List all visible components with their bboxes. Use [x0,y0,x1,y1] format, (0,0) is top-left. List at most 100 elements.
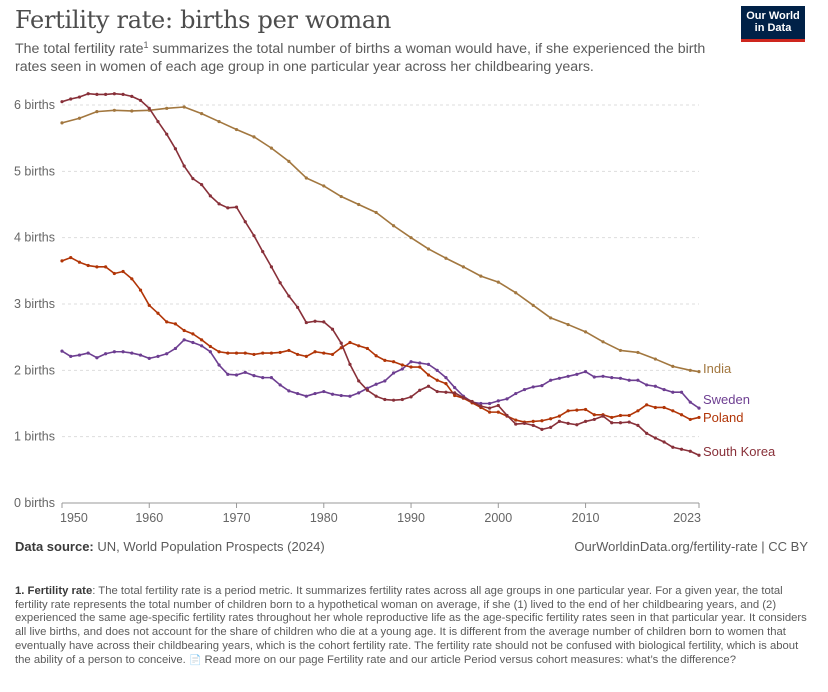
data-point-poland[interactable] [304,354,308,359]
owid-logo[interactable]: Our World in Data [741,6,805,42]
data-point-south-korea[interactable] [173,147,178,151]
data-point-south-korea[interactable] [540,427,544,431]
data-point-poland[interactable] [557,414,561,418]
data-point-poland[interactable] [104,265,108,269]
data-point-poland[interactable] [592,413,596,417]
data-point-poland[interactable] [130,277,134,281]
data-point-south-korea[interactable] [112,92,116,96]
data-point-india[interactable] [653,357,657,361]
data-point-sweden[interactable] [418,361,422,365]
data-point-south-korea[interactable] [95,92,99,96]
data-point-sweden[interactable] [383,379,387,383]
data-point-south-korea[interactable] [505,413,509,418]
data-point-sweden[interactable] [549,378,553,382]
data-point-south-korea[interactable] [313,319,317,323]
data-point-south-korea[interactable] [653,436,657,440]
data-point-poland[interactable] [679,413,684,417]
data-point-sweden[interactable] [234,373,239,377]
data-point-south-korea[interactable] [592,417,596,422]
footnote-marker[interactable]: 1 [143,40,149,50]
data-point-sweden[interactable] [592,375,596,379]
data-point-india[interactable] [409,236,413,240]
data-point-poland[interactable] [322,351,326,355]
data-point-poland[interactable] [409,365,413,369]
data-point-poland[interactable] [435,378,439,382]
data-point-south-korea[interactable] [234,205,239,209]
data-point-poland[interactable] [662,405,666,410]
data-point-sweden[interactable] [304,394,308,398]
data-point-sweden[interactable] [496,399,500,403]
data-point-south-korea[interactable] [662,440,666,444]
data-point-sweden[interactable] [610,376,614,380]
data-point-india[interactable] [479,274,483,278]
data-point-south-korea[interactable] [138,98,143,102]
data-point-south-korea[interactable] [182,164,186,168]
data-point-sweden[interactable] [540,383,544,388]
data-point-india[interactable] [688,368,692,372]
data-point-south-korea[interactable] [522,421,527,425]
data-point-india[interactable] [496,280,500,284]
data-point-india[interactable] [461,265,465,269]
data-point-south-korea[interactable] [610,421,614,425]
data-point-poland[interactable] [531,419,535,424]
data-point-poland[interactable] [60,259,64,263]
data-point-poland[interactable] [540,419,544,423]
data-point-poland[interactable] [330,352,335,357]
data-point-poland[interactable] [182,328,186,333]
data-point-sweden[interactable] [138,353,143,357]
data-point-south-korea[interactable] [549,425,553,429]
data-point-poland[interactable] [269,351,274,355]
data-point-india[interactable] [217,119,221,124]
data-point-india[interactable] [60,121,64,125]
data-point-poland[interactable] [618,413,623,418]
data-point-poland[interactable] [243,351,247,355]
data-point-sweden[interactable] [269,376,274,380]
data-point-sweden[interactable] [86,351,90,355]
data-point-poland[interactable] [575,408,579,412]
data-point-sweden[interactable] [339,393,343,398]
data-point-poland[interactable] [217,350,221,354]
data-point-poland[interactable] [138,288,143,292]
data-point-poland[interactable] [147,303,151,307]
data-point-sweden[interactable] [243,370,247,374]
data-point-sweden[interactable] [156,354,160,359]
read-more-link[interactable]: Read more on our page Fertility rate and… [201,653,736,666]
data-point-poland[interactable] [636,409,640,413]
data-point-poland[interactable] [261,351,265,355]
data-point-sweden[interactable] [618,376,623,380]
data-point-sweden[interactable] [575,372,579,376]
data-point-south-korea[interactable] [426,384,431,388]
data-point-poland[interactable] [583,407,588,412]
data-point-south-korea[interactable] [374,394,378,398]
data-point-sweden[interactable] [165,352,169,356]
data-point-sweden[interactable] [453,385,457,390]
series-label-sweden[interactable]: Sweden [703,392,750,407]
data-point-south-korea[interactable] [418,388,422,392]
data-point-south-korea[interactable] [618,421,623,425]
data-point-india[interactable] [566,322,570,327]
data-point-sweden[interactable] [278,383,282,387]
data-point-south-korea[interactable] [339,341,343,345]
data-point-south-korea[interactable] [557,419,561,424]
data-point-india[interactable] [618,348,623,353]
data-point-south-korea[interactable] [296,305,300,309]
data-point-india[interactable] [391,224,396,228]
data-point-south-korea[interactable] [444,390,448,394]
data-point-india[interactable] [514,291,518,295]
data-point-south-korea[interactable] [566,421,570,425]
data-point-india[interactable] [112,108,116,112]
data-point-south-korea[interactable] [470,399,474,404]
data-point-sweden[interactable] [400,367,404,371]
data-point-sweden[interactable] [531,385,535,389]
data-point-sweden[interactable] [636,378,640,382]
data-point-india[interactable] [601,340,605,344]
data-point-south-korea[interactable] [487,406,492,410]
data-point-poland[interactable] [653,405,657,410]
data-point-poland[interactable] [418,365,422,369]
data-point-south-korea[interactable] [531,423,535,427]
data-point-india[interactable] [444,256,448,260]
data-point-poland[interactable] [226,351,230,355]
data-point-south-korea[interactable] [636,423,640,427]
data-point-south-korea[interactable] [226,206,230,210]
data-point-sweden[interactable] [583,370,588,374]
